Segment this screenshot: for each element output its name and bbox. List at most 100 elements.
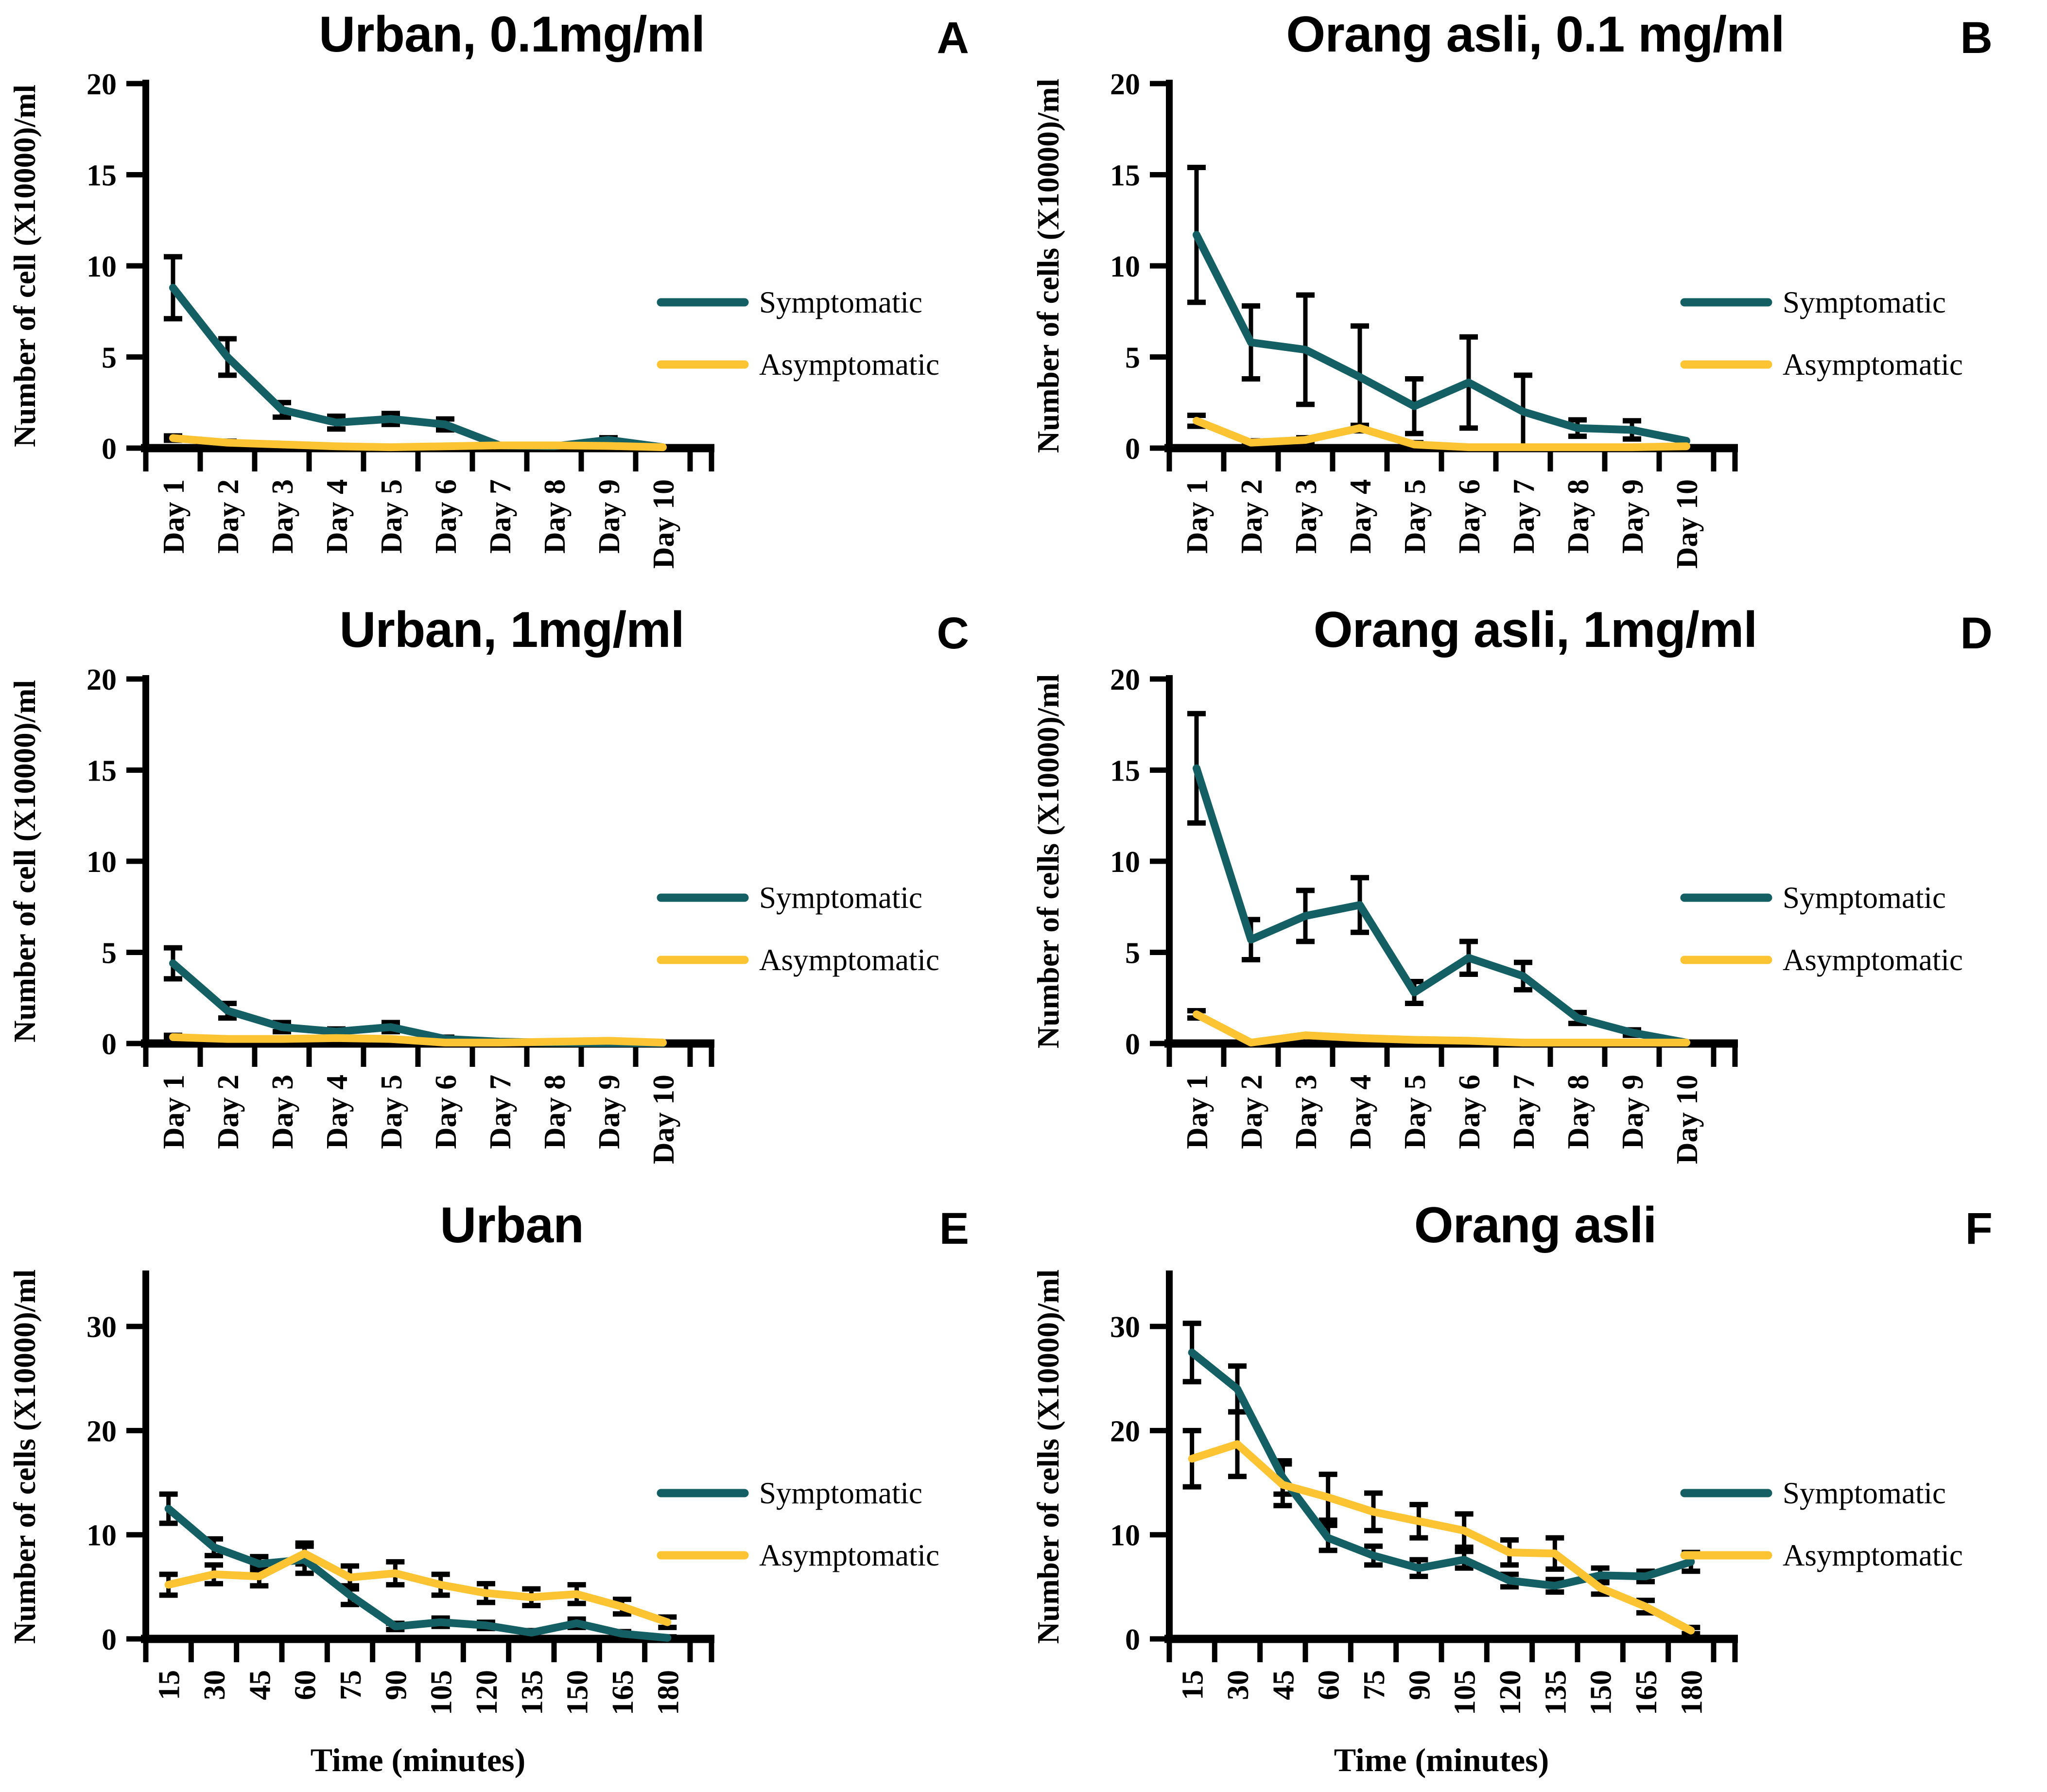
x-tick-label: 90 xyxy=(1403,1670,1436,1700)
panel-c-letter: C xyxy=(937,609,969,658)
series-symptomatic-line xyxy=(1193,231,1690,445)
x-tick-label: Day 8 xyxy=(1562,1075,1595,1149)
x-tick-label: 105 xyxy=(1449,1670,1482,1715)
legend-label-asymptomatic: Asymptomatic xyxy=(1783,943,1963,977)
y-tick-label: 10 xyxy=(87,250,117,283)
x-tick-label: 135 xyxy=(516,1670,549,1715)
y-axis-title: Number of cell (X10000)/ml xyxy=(8,680,42,1043)
x-tick-label: Day 7 xyxy=(484,479,517,554)
x-tick-label: Day 4 xyxy=(321,479,354,554)
chart-urban-1mgml: 0 5 10 15 20 Day 1 Day 2 Day 3 Day 4 Day 5 Day 6 Da… xyxy=(8,664,939,1164)
y-tick-label: 10 xyxy=(1110,1519,1140,1552)
x-tick-label: Day 9 xyxy=(593,1075,626,1149)
y-tick-label: 0 xyxy=(102,1623,117,1656)
series-asymptomatic-line xyxy=(1188,1440,1695,1635)
x-tick-label: Day 6 xyxy=(430,479,463,554)
x-tick-label: Day 5 xyxy=(375,479,408,554)
y-axis-title: Number of cells (X10000)/ml xyxy=(1031,674,1065,1048)
x-tick-label: Day 5 xyxy=(1399,479,1432,554)
x-tick-label: Day 6 xyxy=(1453,1075,1486,1149)
chart-orang-asli-1mgml: 0 5 10 15 20 Day 1 Day 2 Day 3 Day 4 Day 5 Day 6 Da… xyxy=(1031,664,1963,1164)
x-tick-label: 120 xyxy=(470,1670,503,1715)
series-symptomatic-line xyxy=(169,284,667,452)
x-tick-label: 135 xyxy=(1539,1670,1572,1715)
x-tick-label: Day 7 xyxy=(484,1075,517,1149)
panel-e: Urban E 0 10 20 30 15 30 45 60 75 90 105 120 135 150 1… xyxy=(0,1191,1024,1787)
y-tick-label: 10 xyxy=(1110,846,1140,879)
legend-label-asymptomatic: Asymptomatic xyxy=(759,1538,939,1572)
y-tick-label: 10 xyxy=(87,1519,117,1552)
x-tick-label: Day 1 xyxy=(1181,479,1214,554)
x-tick-label: Day 8 xyxy=(538,1075,572,1149)
x-tick-label: 165 xyxy=(1630,1670,1663,1715)
panel-b: Orang asli, 0.1 mg/ml B 0 5 10 15 20 Day 1 Day… xyxy=(1024,0,2047,595)
y-axis-title: Number of cells (X10000)/ml xyxy=(1031,79,1065,453)
series-symptomatic-line xyxy=(1188,1348,1695,1590)
y-tick-label: 0 xyxy=(1125,1028,1140,1061)
x-tick-label: 60 xyxy=(289,1670,322,1700)
legend-label-symptomatic: Symptomatic xyxy=(759,881,922,915)
panel-f-title: Orang asli xyxy=(1414,1197,1657,1253)
x-tick-label: Day 3 xyxy=(266,479,299,554)
x-tick-label: Day 4 xyxy=(321,1075,354,1149)
y-tick-label: 15 xyxy=(1110,755,1140,788)
x-tick-label: Day 10 xyxy=(1671,479,1704,569)
y-axis-title: Number of cells (X10000)/ml xyxy=(1031,1270,1065,1644)
series-symptomatic-line xyxy=(1193,764,1690,1047)
x-tick-label: 15 xyxy=(153,1670,186,1700)
x-tick-label: Day 2 xyxy=(212,479,245,554)
y-tick-label: 10 xyxy=(1110,250,1140,283)
x-tick-label: Day 1 xyxy=(1181,1075,1214,1149)
legend-label-symptomatic: Symptomatic xyxy=(759,1476,922,1510)
y-tick-label: 20 xyxy=(87,1415,117,1448)
y-tick-label: 10 xyxy=(87,846,117,879)
y-tick-label: 20 xyxy=(87,69,117,101)
x-tick-label: Day 3 xyxy=(266,1075,299,1149)
x-tick-label: 180 xyxy=(652,1670,685,1715)
x-tick-label: Day 2 xyxy=(1235,1075,1268,1149)
panel-e-title: Urban xyxy=(440,1197,584,1253)
panel-d-title: Orang asli, 1mg/ml xyxy=(1313,602,1758,658)
x-tick-label: Day 6 xyxy=(430,1075,463,1149)
y-tick-label: 0 xyxy=(102,1028,117,1061)
error-bars-symptomatic xyxy=(164,254,618,445)
y-tick-label: 15 xyxy=(87,159,117,192)
x-tick-label: Day 10 xyxy=(647,479,680,569)
x-tick-label: Day 1 xyxy=(157,479,191,554)
panel-c-title: Urban, 1mg/ml xyxy=(339,602,684,658)
x-tick-label: Day 8 xyxy=(1562,479,1595,554)
x-tick-label: 45 xyxy=(243,1670,277,1700)
chart-urban-time: 0 10 20 30 15 30 45 60 75 90 105 120 135 150 165 180 Num… xyxy=(8,1270,939,1778)
x-tick-label: 45 xyxy=(1267,1670,1300,1700)
legend-label-asymptomatic: Asymptomatic xyxy=(1783,348,1963,382)
x-tick-label: Day 7 xyxy=(1508,479,1541,554)
y-tick-label: 20 xyxy=(1110,664,1140,696)
panel-f: Orang asli F 0 10 20 30 15 30 45 60 75 90 105 120 13… xyxy=(1024,1191,2047,1787)
panel-a: Urban, 0.1mg/ml A 0 5 10 15 20 Day 1 Day 2 Day … xyxy=(0,0,1024,595)
series-asymptomatic-line xyxy=(169,1033,667,1047)
y-tick-label: 30 xyxy=(1110,1311,1140,1344)
x-tick-label: 105 xyxy=(425,1670,458,1715)
legend-label-symptomatic: Symptomatic xyxy=(1783,881,1946,915)
x-tick-label: 150 xyxy=(561,1670,594,1715)
x-tick-label: Day 5 xyxy=(1399,1075,1432,1149)
x-tick-label: Day 3 xyxy=(1290,1075,1323,1149)
x-tick-label: 180 xyxy=(1675,1670,1708,1715)
x-tick-label: Day 6 xyxy=(1453,479,1486,554)
x-tick-label: Day 9 xyxy=(593,479,626,554)
y-tick-label: 0 xyxy=(1125,433,1140,466)
x-tick-label: Day 10 xyxy=(1671,1075,1704,1164)
x-tick-label: 165 xyxy=(607,1670,640,1715)
x-tick-label: Day 4 xyxy=(1344,479,1377,554)
series-asymptomatic-line xyxy=(1193,1010,1690,1047)
legend-label-symptomatic: Symptomatic xyxy=(759,285,922,319)
x-tick-label: Day 10 xyxy=(647,1075,680,1164)
legend-label-symptomatic: Symptomatic xyxy=(1783,1476,1946,1510)
panel-f-letter: F xyxy=(1965,1204,1993,1253)
x-tick-label: Day 2 xyxy=(1235,479,1268,554)
x-tick-label: 75 xyxy=(334,1670,367,1700)
x-tick-label: 75 xyxy=(1358,1670,1391,1700)
y-tick-label: 20 xyxy=(1110,1415,1140,1448)
x-tick-label: 60 xyxy=(1313,1670,1346,1700)
x-tick-label: Day 9 xyxy=(1616,1075,1649,1149)
